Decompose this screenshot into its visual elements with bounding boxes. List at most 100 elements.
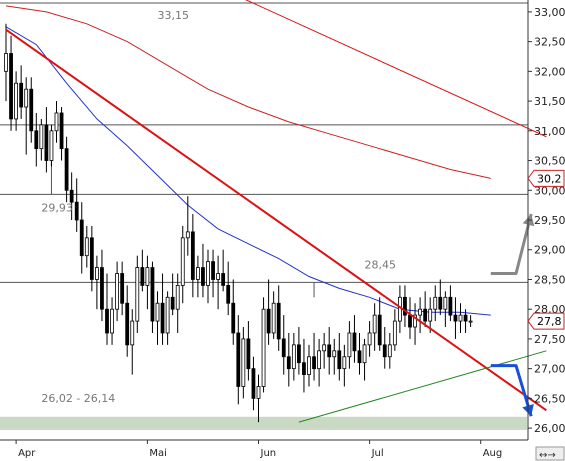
candle-body	[195, 267, 200, 280]
candle-body	[44, 124, 49, 161]
scroll-button[interactable]	[535, 446, 565, 461]
price-tags: 30,2 27,8	[527, 169, 565, 330]
x-tick-label: Mai	[149, 448, 167, 459]
candle-body	[307, 356, 311, 375]
y-tick-label: 32,00	[534, 65, 565, 78]
price-tag-label: 30,2	[537, 172, 562, 185]
candle-body	[130, 320, 135, 346]
candle-body	[246, 338, 251, 370]
x-tick-label: Aug	[483, 448, 503, 459]
candle-body	[231, 302, 236, 334]
candle-body	[397, 296, 402, 322]
candle	[69, 172, 74, 220]
candle-body	[443, 296, 448, 310]
candle	[74, 178, 79, 232]
candle-body	[170, 296, 175, 310]
candle-body	[155, 302, 160, 322]
candle-body	[160, 302, 165, 334]
candle	[322, 332, 327, 369]
level-label: 28,45	[365, 258, 397, 271]
candle-body	[236, 332, 241, 387]
candle	[135, 255, 140, 333]
candle	[397, 285, 402, 333]
candle-body	[387, 344, 392, 358]
candle-body	[9, 53, 13, 120]
candle	[443, 291, 448, 328]
candle	[418, 297, 423, 333]
candle	[54, 101, 59, 143]
candle	[453, 297, 458, 339]
y-tick-label: 31,50	[534, 95, 565, 108]
candle-body	[125, 302, 130, 346]
price-tag	[527, 169, 565, 187]
candle-body	[54, 112, 59, 132]
candle	[170, 273, 175, 316]
candle-body	[84, 237, 89, 257]
candle	[44, 107, 49, 173]
candle-body	[458, 314, 463, 322]
level-lines-layer	[0, 2, 528, 298]
candle	[463, 309, 468, 333]
candle	[347, 321, 352, 369]
scroll-arrows-icon[interactable]: ↔→	[535, 446, 565, 461]
candle	[312, 332, 316, 381]
candle-body	[266, 308, 271, 334]
candle	[392, 309, 397, 351]
candle	[95, 255, 99, 310]
candle	[39, 118, 44, 161]
candle-body	[413, 314, 417, 328]
candle	[185, 196, 190, 256]
candle	[9, 35, 13, 131]
y-axis: 33,00 32,50 32,00 31,50 31,00 30,50 30,00 29,50…	[527, 0, 565, 440]
candle-body	[327, 344, 332, 358]
candle	[302, 338, 306, 393]
y-tick-label: 32,50	[534, 36, 565, 49]
candle	[413, 303, 417, 345]
y-tick-label: 28,50	[534, 273, 565, 286]
candle-body	[296, 344, 301, 364]
candle-body	[89, 237, 94, 280]
candle	[357, 332, 362, 375]
candle	[24, 77, 29, 155]
y-tick-label: 27,50	[534, 333, 565, 346]
candle-body	[418, 308, 423, 316]
candle	[251, 356, 256, 411]
candle	[14, 71, 19, 131]
candle-body	[150, 267, 155, 322]
candle-body	[14, 82, 19, 120]
candle	[296, 327, 301, 375]
candle-body	[19, 82, 24, 108]
uptrend-trendline	[298, 350, 547, 423]
level-label: 29,93	[41, 201, 73, 214]
candle	[190, 214, 195, 298]
candle-body	[49, 130, 54, 161]
candle	[125, 285, 130, 357]
candle-body	[428, 308, 433, 322]
candle-body	[135, 267, 140, 322]
candle-body	[347, 332, 352, 358]
candle-body	[337, 350, 342, 370]
candle	[307, 344, 311, 387]
candle	[337, 332, 342, 381]
candle	[100, 249, 104, 322]
candle-body	[357, 350, 362, 364]
candle-body	[438, 296, 443, 310]
candle	[387, 332, 392, 369]
candle	[468, 315, 473, 328]
candle	[271, 291, 276, 339]
candle	[64, 136, 69, 203]
candle	[120, 261, 125, 316]
scroll-arrows-icon[interactable]: ↔→	[539, 450, 556, 461]
x-axis: Apr Mai Jun Jul Aug	[0, 439, 528, 459]
candle	[367, 321, 372, 357]
y-tick-label: 31,00	[534, 125, 565, 138]
candle	[34, 112, 39, 167]
candle-body	[281, 338, 286, 358]
candle	[448, 285, 453, 322]
red-moving-average	[5, 5, 491, 179]
candle-body	[322, 344, 327, 352]
x-tick-label: Jun	[260, 448, 277, 459]
candle-body	[39, 124, 44, 150]
